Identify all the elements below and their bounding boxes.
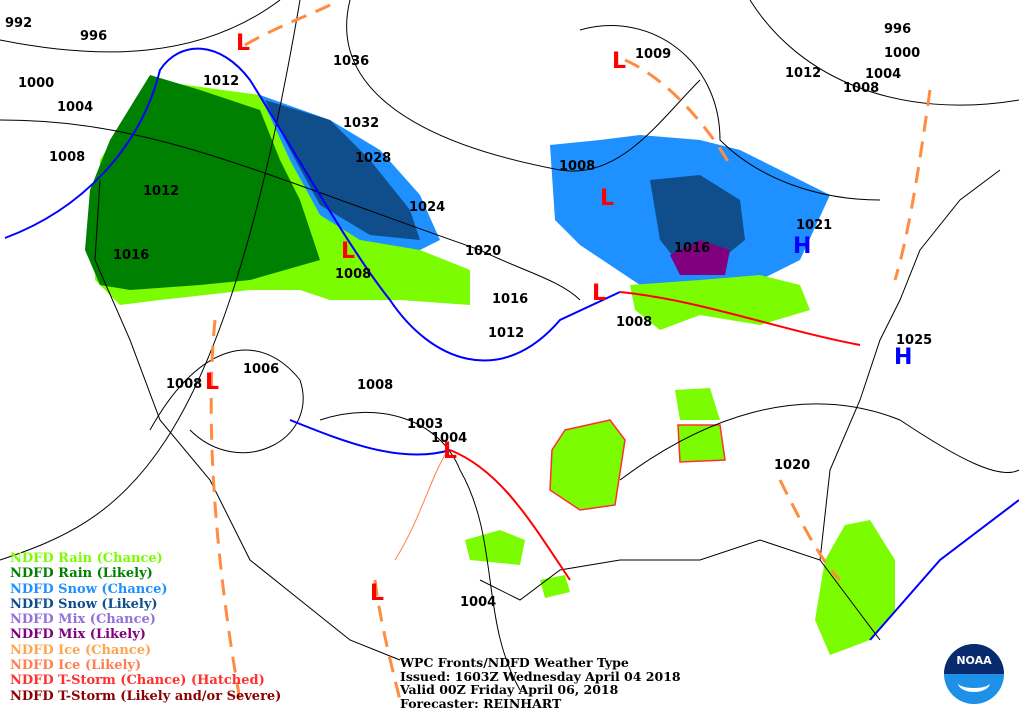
rain-chance-area-al <box>677 424 726 463</box>
cold-front-south <box>289 419 451 456</box>
stationary-front <box>449 449 571 581</box>
forecaster: Forecaster: REINHART <box>400 695 562 711</box>
legend-item: NDFD Snow (Likely) <box>10 596 158 612</box>
isobar-label: 1016 <box>113 248 149 263</box>
warm-front <box>619 291 861 346</box>
cold-front-atlantic <box>869 499 1019 641</box>
isobar-label: 1025 <box>896 333 932 348</box>
legend: NDFD Rain (Chance) NDFD Rain (Likely) NDFD… <box>10 551 281 704</box>
coastline <box>94 169 1001 661</box>
low-pressure-center: L <box>592 281 606 306</box>
isobar-label: 992 <box>5 16 32 31</box>
troughs <box>209 3 932 701</box>
isobar-label: 1020 <box>774 458 810 473</box>
isobar-label: 1024 <box>409 200 445 215</box>
isobar-label: 1000 <box>18 76 54 91</box>
isobar-label: 1006 <box>243 362 279 377</box>
low-pressure-center: L <box>370 581 384 606</box>
noaa-logo-text: NOAA <box>956 654 992 667</box>
low-pressure-center: L <box>341 239 355 264</box>
noaa-logo: NOAA <box>944 644 1004 704</box>
isobar-label: 1008 <box>843 81 879 96</box>
isobar-label: 1004 <box>57 100 93 115</box>
valid-time: Valid 00Z Friday April 06, 2018 <box>400 682 619 697</box>
low-pressure-center: L <box>205 370 219 395</box>
cold-front <box>4 47 621 362</box>
rain-chance-area-la <box>540 575 570 598</box>
mix-likely-area <box>670 240 730 275</box>
legend-item: NDFD Snow (Chance) <box>10 581 168 597</box>
isobar-label: 1004 <box>460 595 496 610</box>
low-pressure-center: L <box>236 31 250 56</box>
isobar-label: 1016 <box>492 292 528 307</box>
isobar-label: 1012 <box>785 66 821 81</box>
high-pressure-center: H <box>793 234 811 259</box>
isobar-label: 1008 <box>559 159 595 174</box>
isobar-label: 1008 <box>166 377 202 392</box>
legend-item: NDFD T-Storm (Chance) (Hatched) <box>10 673 265 689</box>
isobar-label: 1012 <box>488 326 524 341</box>
rain-chance-area-ohio <box>630 275 810 330</box>
isobar-label: 1012 <box>143 184 179 199</box>
low-pressure-center: L <box>600 186 614 211</box>
legend-item: NDFD Rain (Likely) <box>10 566 153 582</box>
legend-item: NDFD Mix (Chance) <box>10 612 156 628</box>
isobar-label: 1020 <box>465 244 501 259</box>
high-pressure-center: H <box>894 345 912 370</box>
isobar-label: 1009 <box>635 47 671 62</box>
map-info: WPC Fronts/NDFD Weather Type Issued: 160… <box>400 656 681 710</box>
rain-chance-area-fl <box>815 520 895 655</box>
legend-item: NDFD T-Storm (Likely and/or Severe) <box>10 688 282 704</box>
legend-item: NDFD Ice (Likely) <box>10 658 142 674</box>
isobar-label: 1008 <box>616 315 652 330</box>
isobar-label: 1000 <box>884 46 920 61</box>
isobar-label: 1032 <box>343 116 379 131</box>
snow-likely-area-east <box>650 175 745 265</box>
rain-likely-area <box>85 75 320 290</box>
isobars <box>0 0 1019 691</box>
isobar-label: 1004 <box>431 431 467 446</box>
isobar-label: 996 <box>80 29 107 44</box>
isobar-label: 996 <box>884 22 911 37</box>
isobar-label: 1008 <box>49 150 85 165</box>
legend-item: NDFD Ice (Chance) <box>10 642 152 658</box>
isobar-label: 1008 <box>357 378 393 393</box>
rain-chance-area-ga <box>675 388 720 420</box>
low-pressure-center: L <box>443 439 457 464</box>
isobar-label: 1028 <box>355 151 391 166</box>
isobar-label: 1021 <box>796 218 832 233</box>
rain-chance-area-south <box>549 419 626 511</box>
legend-item: NDFD Rain (Chance) <box>10 551 163 566</box>
isobar-label: 1016 <box>674 241 710 256</box>
rain-chance-area-tx <box>465 530 525 565</box>
issued-time: Issued: 1603Z Wednesday April 04 2018 <box>400 668 681 684</box>
isobar-label: 1008 <box>335 267 371 282</box>
isobar-label: 1012 <box>203 74 239 89</box>
isobar-label: 1004 <box>865 67 901 82</box>
low-pressure-center: L <box>612 49 626 74</box>
isobar-label: 1036 <box>333 54 369 69</box>
legend-item: NDFD Mix (Likely) <box>10 627 146 643</box>
map-title: WPC Fronts/NDFD Weather Type <box>400 655 629 670</box>
dryline <box>394 454 446 561</box>
isobar-label: 1003 <box>407 417 443 432</box>
snow-likely-area <box>265 100 420 240</box>
